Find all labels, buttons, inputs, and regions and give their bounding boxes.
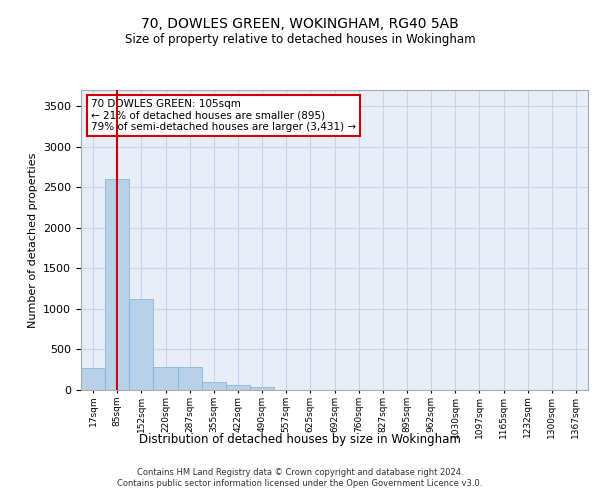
Bar [178,368,202,390]
Text: 70, DOWLES GREEN, WOKINGHAM, RG40 5AB: 70, DOWLES GREEN, WOKINGHAM, RG40 5AB [141,18,459,32]
Bar [154,368,178,390]
Bar [81,368,105,390]
Bar [105,179,129,390]
Text: Distribution of detached houses by size in Wokingham: Distribution of detached houses by size … [139,432,461,446]
Bar [202,382,226,390]
Text: 70 DOWLES GREEN: 105sqm
← 21% of detached houses are smaller (895)
79% of semi-d: 70 DOWLES GREEN: 105sqm ← 21% of detache… [91,99,356,132]
Text: Contains HM Land Registry data © Crown copyright and database right 2024.
Contai: Contains HM Land Registry data © Crown c… [118,468,482,487]
Bar [129,299,154,390]
Bar [250,387,274,390]
Text: Size of property relative to detached houses in Wokingham: Size of property relative to detached ho… [125,32,475,46]
Y-axis label: Number of detached properties: Number of detached properties [28,152,38,328]
Bar [226,385,250,390]
